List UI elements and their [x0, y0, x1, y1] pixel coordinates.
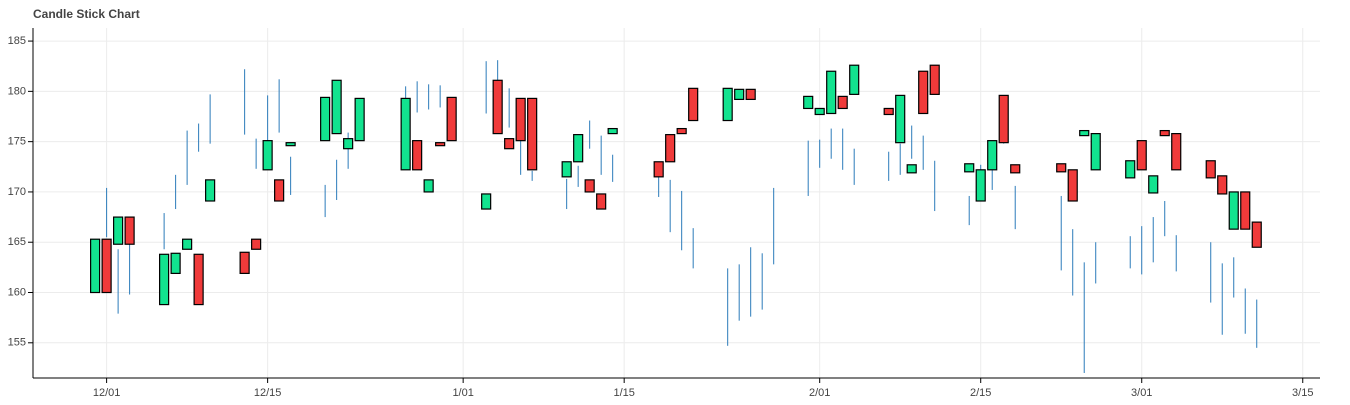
candle-body: [1148, 175, 1159, 194]
candle-body: [1205, 160, 1216, 179]
candle-body: [400, 97, 411, 171]
candle-body: [90, 238, 101, 294]
candle-body: [998, 94, 1009, 144]
candle-body: [481, 193, 492, 210]
y-tick-label: 165: [8, 236, 26, 248]
candle-body: [883, 107, 894, 116]
candle-body: [1217, 175, 1228, 195]
candle-body: [446, 96, 457, 142]
x-tick-label: 3/01: [1131, 387, 1152, 399]
candle-body: [331, 79, 342, 135]
candle-body: [676, 127, 687, 135]
y-tick-label: 170: [8, 186, 26, 198]
candle-body: [596, 193, 607, 210]
candle-body: [435, 142, 446, 147]
candle-body: [734, 88, 745, 101]
candle-body: [849, 64, 860, 95]
candle-body: [124, 216, 135, 245]
candle-body: [251, 238, 262, 250]
candle-body: [285, 142, 296, 147]
candle-body: [745, 88, 756, 101]
candle-body: [492, 79, 503, 135]
candle-body: [412, 140, 423, 171]
y-tick-label: 175: [8, 136, 26, 148]
candle-body: [1010, 164, 1021, 174]
candle-body: [975, 169, 986, 202]
candle-body: [607, 127, 618, 135]
candle-body: [274, 179, 285, 202]
candle-body: [895, 94, 906, 144]
x-tick-label: 2/15: [970, 387, 991, 399]
candle-body: [205, 179, 216, 202]
x-tick-label: 12/01: [93, 387, 121, 399]
chart-title: Candle Stick Chart: [33, 7, 140, 21]
candle-body: [1159, 129, 1170, 137]
candle-body: [320, 96, 331, 142]
y-tick-label: 160: [8, 286, 26, 298]
candle-body: [343, 138, 354, 150]
candle-body: [504, 138, 515, 150]
x-tick-label: 2/01: [809, 387, 830, 399]
candle-body: [1079, 129, 1090, 137]
candle-body: [113, 216, 124, 245]
candle-body: [722, 87, 733, 122]
candle-body: [515, 97, 526, 142]
candle-body: [906, 164, 917, 174]
y-tick-label: 185: [8, 35, 26, 47]
candle-body: [561, 161, 572, 178]
candle-body: [1228, 191, 1239, 230]
candle-body: [837, 95, 848, 110]
candle-body: [826, 70, 837, 115]
candle-body: [159, 253, 170, 306]
candle-body: [170, 252, 181, 275]
candle-body: [1056, 163, 1067, 173]
candle-body: [527, 97, 538, 171]
candle-body: [653, 161, 664, 178]
candle-body: [193, 253, 204, 306]
candle-body: [929, 64, 940, 95]
y-tick-label: 180: [8, 85, 26, 97]
candle-body: [964, 163, 975, 173]
candle-body: [987, 140, 998, 171]
candle-body: [918, 70, 929, 115]
candle-body: [182, 238, 193, 250]
candle-body: [814, 107, 825, 116]
candle-body: [1090, 133, 1101, 171]
candle-body: [1171, 133, 1182, 171]
x-tick-label: 12/15: [254, 387, 282, 399]
x-tick-label: 1/15: [613, 387, 634, 399]
y-tick-label: 155: [8, 337, 26, 349]
candle-body: [665, 134, 676, 163]
candle-body: [1251, 221, 1262, 248]
candle-body: [688, 87, 699, 122]
candle-body: [1125, 160, 1136, 179]
x-tick-label: 1/01: [452, 387, 473, 399]
x-tick-label: 3/15: [1292, 387, 1313, 399]
candle-body: [1240, 191, 1251, 230]
candle-body: [1067, 169, 1078, 202]
candle-body: [573, 134, 584, 163]
candle-body: [239, 251, 250, 275]
candle-body: [354, 97, 365, 142]
candle-body: [423, 179, 434, 193]
candle-body: [1136, 140, 1147, 171]
candle-body: [262, 140, 273, 171]
candle-body: [101, 238, 112, 294]
candle-body: [803, 95, 814, 110]
candle-body: [584, 179, 595, 193]
